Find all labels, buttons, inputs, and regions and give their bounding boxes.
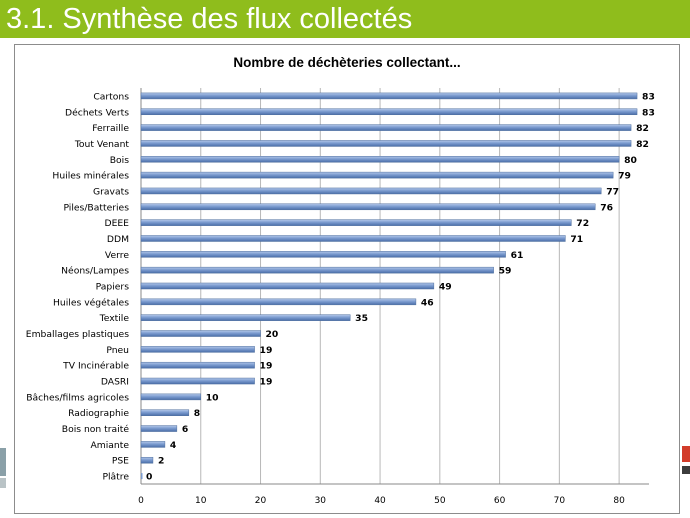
bar	[140, 171, 614, 179]
bar	[140, 140, 632, 147]
chart-frame: Nombre de déchèteries collectant... 0 10 2…	[14, 44, 680, 514]
category-label: Cartons	[93, 91, 129, 102]
bar	[140, 251, 506, 258]
value-label: 77	[606, 186, 619, 197]
bar	[140, 156, 620, 163]
value-label: 82	[636, 139, 649, 150]
slide-title-bar: 3.1. Synthèse des flux collectés	[0, 0, 690, 38]
bar	[140, 203, 596, 211]
value-label: 72	[576, 218, 589, 229]
category-label: Papiers	[96, 282, 130, 293]
bar	[140, 235, 566, 242]
category-label: Bâches/films agricoles	[26, 392, 129, 403]
value-label: 46	[421, 297, 434, 308]
value-label: 61	[511, 250, 524, 261]
value-label: 59	[499, 266, 512, 277]
category-label: Textile	[99, 313, 130, 324]
bar	[140, 346, 255, 353]
value-label: 83	[642, 107, 655, 118]
value-label: 83	[642, 91, 655, 102]
bar	[140, 330, 261, 337]
x-tick-label: 80	[613, 496, 625, 506]
bar	[140, 219, 572, 226]
bar	[140, 441, 166, 448]
category-label: Pneu	[106, 345, 129, 356]
value-label: 8	[194, 408, 200, 419]
category-label: Huiles végétales	[53, 297, 129, 308]
x-tick-label: 10	[195, 496, 207, 506]
bar	[140, 425, 178, 432]
category-label: PSE	[112, 456, 129, 467]
category-label: Bois	[110, 155, 129, 166]
category-label: Amiante	[91, 440, 130, 451]
bar	[140, 361, 255, 369]
x-tick-label: 40	[374, 496, 386, 506]
category-label: DEEE	[105, 218, 130, 229]
value-label: 76	[600, 202, 613, 213]
value-label: 35	[355, 313, 368, 324]
value-label: 19	[260, 377, 273, 388]
bar	[140, 124, 632, 131]
bar	[140, 266, 494, 274]
category-label: DASRI	[101, 377, 129, 388]
value-label: 19	[260, 361, 273, 372]
category-label: Bois non traité	[62, 424, 130, 435]
bar	[140, 377, 255, 385]
bar	[140, 456, 154, 464]
category-label: Emballages plastiques	[26, 329, 129, 340]
x-tick-label: 70	[554, 496, 566, 506]
bar	[140, 393, 202, 401]
value-label: 2	[158, 456, 164, 467]
x-tick-label: 60	[494, 496, 506, 506]
bar	[140, 282, 435, 290]
value-label: 49	[439, 282, 452, 293]
category-label: DDM	[107, 234, 129, 245]
x-tick-label: 30	[315, 496, 327, 506]
bar	[141, 473, 143, 480]
value-label: 71	[570, 234, 583, 245]
value-label: 79	[618, 171, 631, 182]
bar	[140, 298, 417, 306]
value-label: 80	[624, 155, 637, 166]
bar	[140, 314, 351, 321]
bar	[140, 409, 190, 416]
value-label: 20	[266, 329, 279, 340]
value-label: 6	[182, 424, 188, 435]
partner-logo-left	[0, 448, 6, 488]
category-label: TV Incinérable	[62, 361, 129, 372]
value-label: 0	[146, 472, 152, 483]
category-label: Piles/Batteries	[63, 202, 129, 213]
category-label: Déchets Verts	[65, 107, 129, 118]
x-tick-label: 20	[255, 496, 267, 506]
value-label: 10	[206, 392, 219, 403]
chart-title: Nombre de déchèteries collectant...	[233, 55, 461, 70]
partner-logo-right	[682, 446, 690, 474]
bar	[140, 108, 638, 116]
value-label: 4	[170, 440, 176, 451]
category-label: Néons/Lampes	[61, 266, 129, 277]
bar	[140, 187, 602, 195]
category-label: Radiographie	[68, 408, 129, 419]
category-label: Huiles minérales	[52, 171, 129, 182]
bar	[140, 92, 638, 100]
category-label: Verre	[105, 250, 129, 261]
category-label: Ferraille	[92, 123, 129, 134]
slide-title: 3.1. Synthèse des flux collectés	[6, 3, 413, 35]
category-label: Tout Venant	[74, 139, 130, 150]
x-tick-label: 50	[434, 496, 446, 506]
value-label: 19	[260, 345, 273, 356]
category-label: Gravats	[93, 186, 129, 197]
value-label: 82	[636, 123, 649, 134]
x-tick-label: 0	[138, 496, 144, 506]
category-label: Plâtre	[102, 472, 129, 483]
